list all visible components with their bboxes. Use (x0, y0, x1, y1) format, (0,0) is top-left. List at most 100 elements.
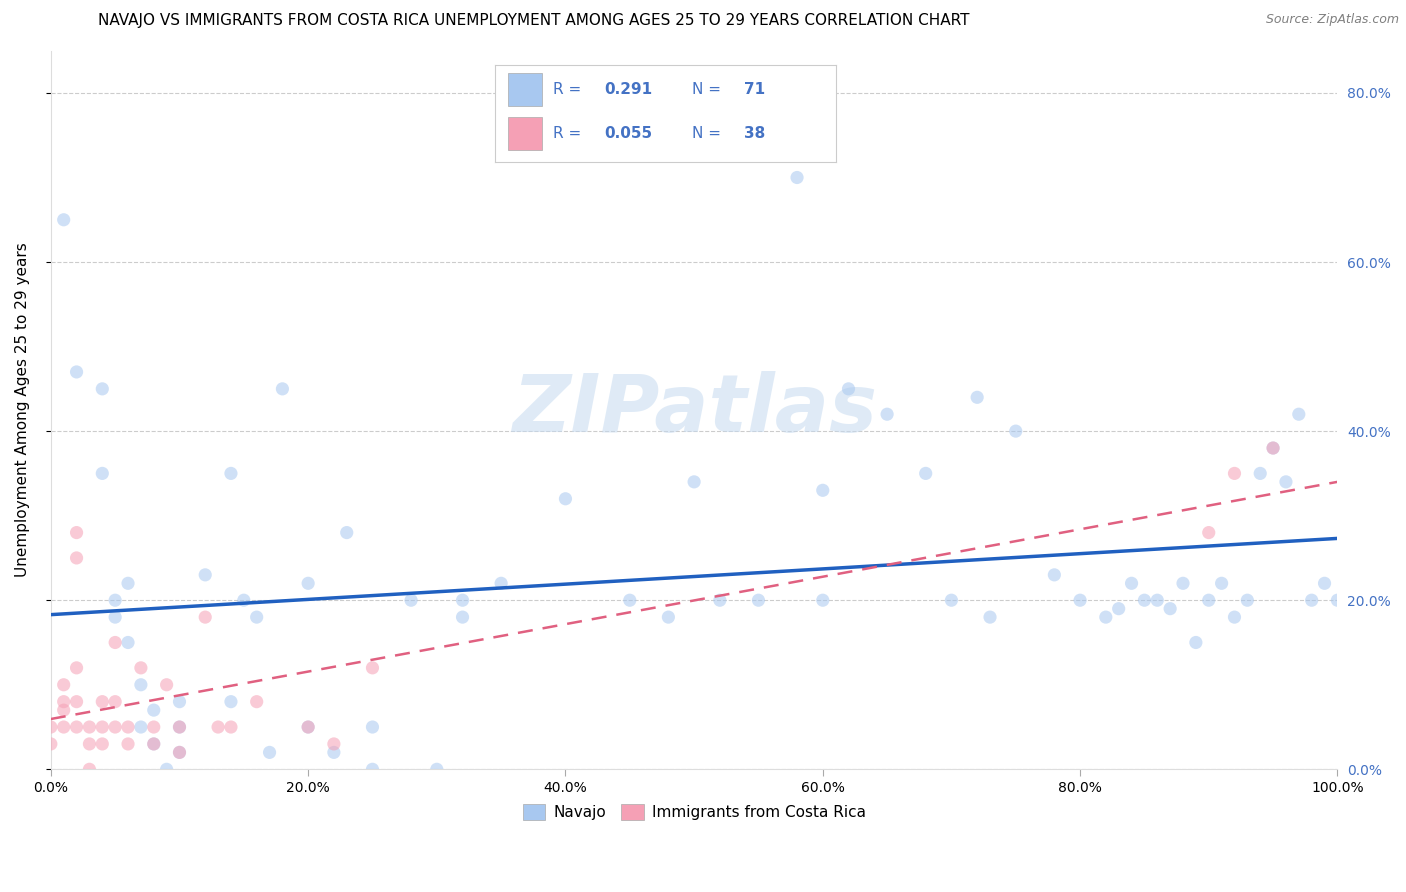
Point (1223, 467, 1246, 481)
Point (142, 703, 165, 717)
Point (1004, 424, 1026, 438)
Point (52, 212, 75, 227)
Point (194, 610, 217, 624)
Point (169, 745, 191, 759)
Point (156, 678, 179, 692)
Point (1326, 593, 1348, 607)
Point (91, 467, 114, 481)
Point (156, 762, 179, 776)
Point (52, 720, 75, 734)
Point (207, 720, 229, 734)
Point (1249, 467, 1271, 481)
Point (1043, 567, 1066, 582)
Point (232, 593, 254, 607)
Point (811, 593, 834, 607)
Point (79, 737, 101, 751)
Point (169, 695, 191, 709)
Point (194, 567, 217, 582)
Point (169, 720, 191, 734)
Point (426, 762, 449, 776)
Point (117, 576, 139, 591)
Point (451, 593, 474, 607)
Point (1095, 610, 1118, 624)
Point (104, 635, 127, 649)
Text: Source: ZipAtlas.com: Source: ZipAtlas.com (1265, 13, 1399, 27)
Point (336, 525, 359, 540)
Point (91, 737, 114, 751)
Point (129, 661, 152, 675)
Point (169, 720, 191, 734)
Point (246, 610, 269, 624)
Point (39, 720, 62, 734)
Point (709, 593, 731, 607)
Point (219, 467, 242, 481)
Point (297, 720, 319, 734)
Point (1069, 593, 1091, 607)
Text: ZIPatlas: ZIPatlas (512, 371, 876, 449)
Point (1159, 601, 1181, 615)
Point (1275, 475, 1298, 489)
Point (117, 720, 139, 734)
Point (1121, 576, 1143, 591)
Point (683, 475, 706, 489)
Point (322, 737, 344, 751)
Point (104, 695, 127, 709)
Point (747, 593, 769, 607)
Point (837, 382, 859, 396)
Point (657, 610, 679, 624)
Point (142, 720, 165, 734)
Point (1261, 441, 1284, 455)
Point (65, 550, 87, 565)
Point (941, 593, 963, 607)
Point (811, 483, 834, 498)
Point (104, 610, 127, 624)
Point (91, 695, 114, 709)
Point (1108, 601, 1130, 615)
Point (1301, 593, 1323, 607)
Point (1133, 593, 1156, 607)
Point (361, 720, 384, 734)
Point (65, 661, 87, 675)
Point (259, 745, 281, 759)
Point (297, 576, 319, 591)
Point (619, 593, 641, 607)
Point (1211, 576, 1233, 591)
Point (451, 610, 474, 624)
Point (297, 720, 319, 734)
Point (914, 467, 936, 481)
Point (104, 593, 127, 607)
Point (79, 762, 101, 776)
Point (1313, 576, 1336, 591)
Point (91, 382, 114, 396)
Point (169, 745, 191, 759)
Point (966, 390, 988, 404)
Point (91, 720, 114, 734)
Point (1198, 593, 1220, 607)
Point (142, 737, 165, 751)
Point (79, 720, 101, 734)
Point (65, 720, 87, 734)
Point (1223, 610, 1246, 624)
Point (1198, 525, 1220, 540)
Point (65, 525, 87, 540)
Point (1236, 593, 1258, 607)
Legend: Navajo, Immigrants from Costa Rica: Navajo, Immigrants from Costa Rica (516, 798, 872, 826)
Point (876, 407, 898, 421)
Point (554, 491, 576, 506)
Point (52, 703, 75, 717)
Point (1288, 407, 1310, 421)
Point (65, 365, 87, 379)
Y-axis label: Unemployment Among Ages 25 to 29 years: Unemployment Among Ages 25 to 29 years (15, 243, 30, 577)
Point (117, 635, 139, 649)
Point (1171, 576, 1194, 591)
Point (271, 382, 294, 396)
Text: NAVAJO VS IMMIGRANTS FROM COSTA RICA UNEMPLOYMENT AMONG AGES 25 TO 29 YEARS CORR: NAVAJO VS IMMIGRANTS FROM COSTA RICA UNE… (98, 13, 970, 29)
Point (52, 678, 75, 692)
Point (246, 695, 269, 709)
Point (219, 720, 242, 734)
Point (361, 762, 384, 776)
Point (104, 720, 127, 734)
Point (39, 737, 62, 751)
Point (65, 695, 87, 709)
Point (489, 576, 512, 591)
